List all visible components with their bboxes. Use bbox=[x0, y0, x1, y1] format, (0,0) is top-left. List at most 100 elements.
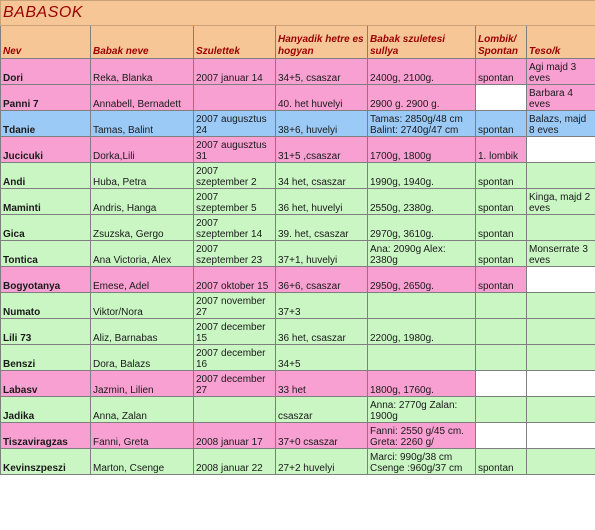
cell-szulettek[interactable]: 2007 szeptember 23 bbox=[193, 240, 276, 267]
cell-nev[interactable]: Dori bbox=[0, 58, 91, 85]
header-suly[interactable]: Babak szuletesi sullya bbox=[367, 25, 476, 59]
cell-teso[interactable] bbox=[526, 162, 595, 189]
cell-babak-neve[interactable]: Dorka,Lili bbox=[90, 136, 194, 163]
cell-teso[interactable] bbox=[526, 318, 595, 345]
header-szulettek[interactable]: Szulettek bbox=[193, 25, 276, 59]
cell-suly[interactable]: 2900 g. 2900 g. bbox=[367, 84, 476, 111]
cell-lombik[interactable] bbox=[475, 292, 527, 319]
cell-hanyadik[interactable]: 36+6, csaszar bbox=[275, 266, 368, 293]
cell-suly[interactable]: 1800g, 1760g. bbox=[367, 370, 476, 397]
cell-hanyadik[interactable]: 37+0 csaszar bbox=[275, 422, 368, 449]
cell-nev[interactable]: Tdanie bbox=[0, 110, 91, 137]
cell-szulettek[interactable]: 2008 januar 17 bbox=[193, 422, 276, 449]
cell-szulettek[interactable]: 2007 augusztus 24 bbox=[193, 110, 276, 137]
header-babak-neve[interactable]: Babak neve bbox=[90, 25, 194, 59]
cell-szulettek[interactable]: 2007 szeptember 2 bbox=[193, 162, 276, 189]
cell-szulettek[interactable]: 2007 december 15 bbox=[193, 318, 276, 345]
cell-lombik[interactable]: spontan bbox=[475, 448, 527, 475]
cell-babak-neve[interactable]: Marton, Csenge bbox=[90, 448, 194, 475]
cell-babak-neve[interactable]: Anna, Zalan bbox=[90, 396, 194, 423]
cell-szulettek[interactable]: 2007 december 27 bbox=[193, 370, 276, 397]
cell-lombik[interactable]: spontan bbox=[475, 162, 527, 189]
cell-suly[interactable]: Marci: 990g/38 cm Csenge :960g/37 cm bbox=[367, 448, 476, 475]
cell-teso[interactable] bbox=[526, 266, 595, 293]
cell-hanyadik[interactable]: 34 het, csaszar bbox=[275, 162, 368, 189]
cell-hanyadik[interactable]: 33 het bbox=[275, 370, 368, 397]
cell-hanyadik[interactable]: 39. het, csaszar bbox=[275, 214, 368, 241]
cell-lombik[interactable]: spontan bbox=[475, 58, 527, 85]
cell-nev[interactable]: Lili 73 bbox=[0, 318, 91, 345]
cell-szulettek[interactable]: 2007 szeptember 5 bbox=[193, 188, 276, 215]
cell-nev[interactable]: Bogyotanya bbox=[0, 266, 91, 293]
cell-babak-neve[interactable]: Emese, Adel bbox=[90, 266, 194, 293]
cell-suly[interactable]: Ana: 2090g Alex: 2380g bbox=[367, 240, 476, 267]
cell-hanyadik[interactable]: csaszar bbox=[275, 396, 368, 423]
cell-babak-neve[interactable]: Aliz, Barnabas bbox=[90, 318, 194, 345]
cell-hanyadik[interactable]: 34+5, csaszar bbox=[275, 58, 368, 85]
cell-nev[interactable]: Tontica bbox=[0, 240, 91, 267]
cell-suly[interactable]: Tamas: 2850g/48 cm Balint: 2740g/47 cm bbox=[367, 110, 476, 137]
cell-teso[interactable] bbox=[526, 370, 595, 397]
cell-lombik[interactable]: spontan bbox=[475, 188, 527, 215]
cell-lombik[interactable]: spontan bbox=[475, 266, 527, 293]
cell-lombik[interactable]: spontan bbox=[475, 214, 527, 241]
cell-lombik[interactable]: spontan bbox=[475, 240, 527, 267]
cell-nev[interactable]: Benszi bbox=[0, 344, 91, 371]
cell-babak-neve[interactable]: Annabell, Bernadett bbox=[90, 84, 194, 111]
cell-lombik[interactable] bbox=[475, 318, 527, 345]
cell-suly[interactable] bbox=[367, 292, 476, 319]
cell-babak-neve[interactable]: Huba, Petra bbox=[90, 162, 194, 189]
cell-teso[interactable] bbox=[526, 214, 595, 241]
cell-teso[interactable]: Monserrate 3 eves bbox=[526, 240, 595, 267]
cell-babak-neve[interactable]: Andris, Hanga bbox=[90, 188, 194, 215]
cell-szulettek[interactable]: 2007 december 16 bbox=[193, 344, 276, 371]
cell-teso[interactable] bbox=[526, 448, 595, 475]
cell-nev[interactable]: Andi bbox=[0, 162, 91, 189]
cell-teso[interactable] bbox=[526, 136, 595, 163]
cell-teso[interactable]: Barbara 4 eves bbox=[526, 84, 595, 111]
cell-suly[interactable]: 1990g, 1940g. bbox=[367, 162, 476, 189]
cell-suly[interactable]: 2400g, 2100g. bbox=[367, 58, 476, 85]
cell-teso[interactable] bbox=[526, 292, 595, 319]
cell-szulettek[interactable]: 2007 oktober 15 bbox=[193, 266, 276, 293]
cell-hanyadik[interactable]: 40. het huvelyi bbox=[275, 84, 368, 111]
cell-lombik[interactable] bbox=[475, 344, 527, 371]
cell-teso[interactable]: Balazs, majd 8 eves bbox=[526, 110, 595, 137]
cell-babak-neve[interactable]: Tamas, Balint bbox=[90, 110, 194, 137]
cell-hanyadik[interactable]: 34+5 bbox=[275, 344, 368, 371]
cell-suly[interactable]: 2970g, 3610g. bbox=[367, 214, 476, 241]
cell-suly[interactable]: 2200g, 1980g. bbox=[367, 318, 476, 345]
cell-teso[interactable]: Agi majd 3 eves bbox=[526, 58, 595, 85]
cell-babak-neve[interactable]: Dora, Balazs bbox=[90, 344, 194, 371]
cell-hanyadik[interactable]: 31+5 ,csaszar bbox=[275, 136, 368, 163]
cell-nev[interactable]: Kevinszpeszi bbox=[0, 448, 91, 475]
cell-nev[interactable]: Numato bbox=[0, 292, 91, 319]
cell-babak-neve[interactable]: Ana Victoria, Alex bbox=[90, 240, 194, 267]
cell-babak-neve[interactable]: Zsuzska, Gergo bbox=[90, 214, 194, 241]
title-cell[interactable]: BABASOK bbox=[0, 0, 595, 26]
cell-nev[interactable]: Gica bbox=[0, 214, 91, 241]
cell-hanyadik[interactable]: 36 het, huvelyi bbox=[275, 188, 368, 215]
cell-lombik[interactable] bbox=[475, 84, 527, 111]
cell-suly[interactable] bbox=[367, 344, 476, 371]
cell-teso[interactable] bbox=[526, 422, 595, 449]
cell-teso[interactable]: Kinga, majd 2 eves bbox=[526, 188, 595, 215]
cell-nev[interactable]: Labasv bbox=[0, 370, 91, 397]
cell-suly[interactable]: 2550g, 2380g. bbox=[367, 188, 476, 215]
cell-teso[interactable] bbox=[526, 396, 595, 423]
cell-babak-neve[interactable]: Fanni, Greta bbox=[90, 422, 194, 449]
cell-suly[interactable]: 2950g, 2650g. bbox=[367, 266, 476, 293]
cell-szulettek[interactable]: 2008 januar 22 bbox=[193, 448, 276, 475]
cell-szulettek[interactable]: 2007 szeptember 14 bbox=[193, 214, 276, 241]
cell-nev[interactable]: Jucicuki bbox=[0, 136, 91, 163]
cell-nev[interactable]: Tiszaviragzas bbox=[0, 422, 91, 449]
cell-szulettek[interactable]: 2007 november 27 bbox=[193, 292, 276, 319]
cell-babak-neve[interactable]: Jazmin, Lilien bbox=[90, 370, 194, 397]
cell-szulettek[interactable]: 2007 augusztus 31 bbox=[193, 136, 276, 163]
cell-szulettek[interactable]: 2007 januar 14 bbox=[193, 58, 276, 85]
cell-nev[interactable]: Maminti bbox=[0, 188, 91, 215]
cell-suly[interactable]: Anna: 2770g Zalan: 1900g bbox=[367, 396, 476, 423]
header-nev[interactable]: Nev bbox=[0, 25, 91, 59]
cell-suly[interactable]: 1700g, 1800g bbox=[367, 136, 476, 163]
cell-szulettek[interactable] bbox=[193, 396, 276, 423]
